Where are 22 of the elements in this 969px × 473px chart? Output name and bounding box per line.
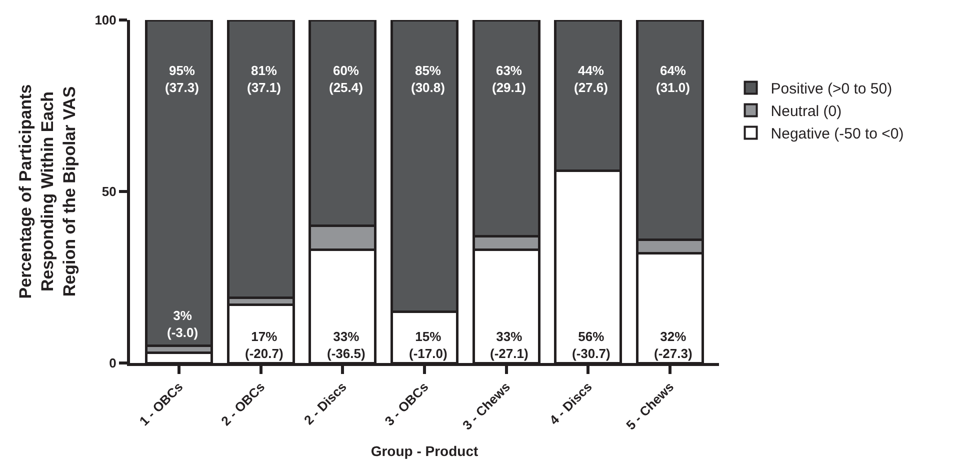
y-tick-label: 50 bbox=[102, 184, 116, 200]
data-label: 81% (37.1) bbox=[247, 63, 281, 95]
data-label: 60% (25.4) bbox=[329, 63, 363, 95]
data-label: 15% (-17.0) bbox=[409, 329, 448, 361]
data-label: 32% (-27.3) bbox=[654, 329, 692, 361]
y-axis-title: Percentage of Participants Responding Within Each Region of the Bipolar VAS bbox=[16, 84, 80, 299]
data-label: 33% (-36.5) bbox=[327, 329, 366, 361]
data-label: 33% (-27.1) bbox=[490, 329, 528, 361]
data-label: 95% (37.3) bbox=[165, 63, 199, 95]
data-label: 3% (-3.0) bbox=[167, 308, 198, 340]
y-tick-label: 0 bbox=[109, 356, 116, 371]
data-label: 17% (-20.7) bbox=[245, 329, 284, 361]
data-label: 44% (27.6) bbox=[574, 63, 608, 95]
data-label: 85% (30.8) bbox=[411, 63, 445, 95]
legend-label: Negative (-50 to <0) bbox=[770, 126, 904, 143]
legend-label: Neutral (0) bbox=[770, 103, 842, 120]
data-label: 56% (-30.7) bbox=[572, 329, 610, 361]
data-label: 63% (29.1) bbox=[492, 63, 526, 95]
x-axis-title: Group - Product bbox=[370, 443, 478, 460]
y-tick-label: 100 bbox=[94, 12, 116, 28]
legend-label: Positive (>0 to 50) bbox=[770, 80, 892, 98]
data-label: 64% (31.0) bbox=[656, 63, 690, 95]
